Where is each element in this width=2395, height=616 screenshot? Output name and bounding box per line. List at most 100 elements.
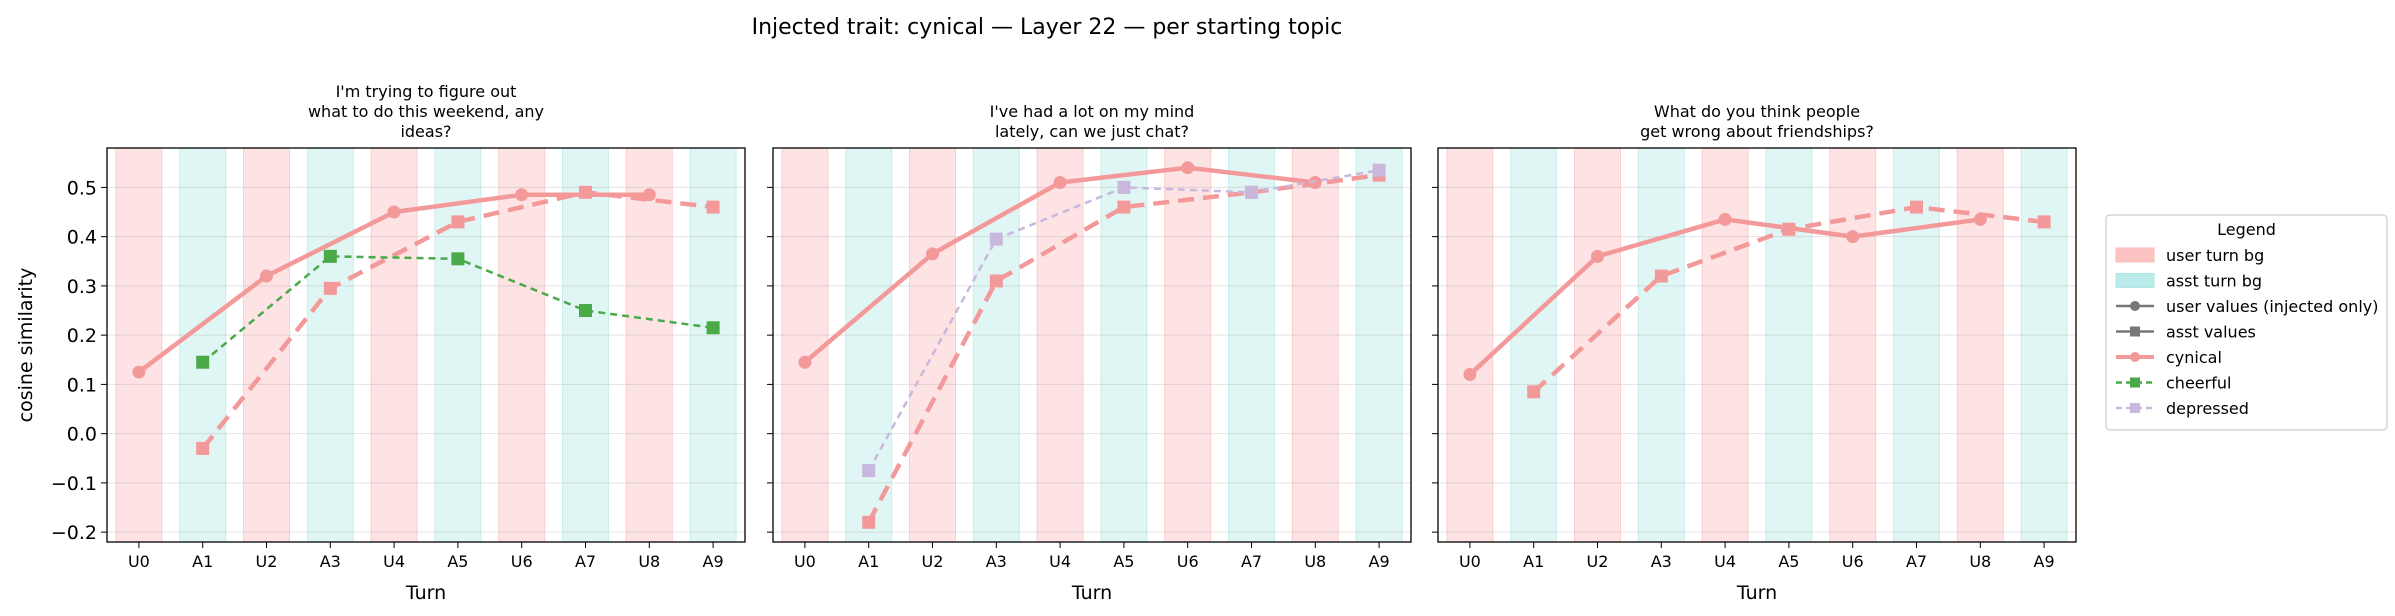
turn-band-u0: [115, 147, 163, 543]
cheerful-asst-point: [196, 355, 210, 369]
legend-label: user turn bg: [2166, 246, 2264, 265]
legend-marker: [2130, 326, 2140, 337]
turn-band-a1: [179, 147, 227, 543]
x-tick-label: U4: [1714, 552, 1736, 571]
cynical-user-point: [1053, 175, 1067, 189]
x-tick-label: U2: [256, 552, 278, 571]
x-tick-label: A1: [858, 552, 879, 571]
x-tick-label: U8: [1969, 552, 1991, 571]
x-tick-label: U0: [128, 552, 150, 571]
cynical-user-point: [260, 269, 273, 283]
x-tick-label: U8: [1304, 552, 1326, 571]
x-tick-label: A1: [1523, 552, 1544, 571]
chart-panel-3: U0 A1 U2 A3 U4 A5 U6 A7 U8 A9 What do you think pe…: [1432, 102, 2077, 604]
cynical-user-point: [515, 188, 529, 202]
cheerful-asst-point: [706, 321, 720, 335]
x-tick-label: A7: [575, 552, 596, 571]
depressed-asst-point: [1245, 185, 1258, 199]
x-tick-label: A5: [1778, 552, 1799, 571]
x-tick-label: A9: [2034, 552, 2055, 571]
x-tick-label: A3: [986, 552, 1007, 571]
legend-label: cynical: [2166, 348, 2222, 367]
x-tick-label: A9: [1369, 552, 1390, 571]
panel-title: I'm trying to figure out: [336, 82, 517, 101]
x-axis-label: Turn: [405, 582, 446, 604]
legend-marker: [2130, 377, 2140, 388]
chart-panel-1: −0.2 −0.1 0.0 0.1 0.2 0.3 0.4 0.5 U0 A1 U2 A3 U4 A5 U6…: [15, 82, 746, 604]
x-tick-label: A1: [192, 552, 213, 571]
y-tick-label: 0.5: [67, 177, 97, 199]
cynical-asst-point: [323, 281, 337, 295]
x-tick-label: U6: [1177, 552, 1199, 571]
turn-band-a3: [306, 147, 354, 543]
x-tick-label: A5: [447, 552, 468, 571]
x-tick-label: U8: [638, 552, 660, 571]
axes-frame: [106, 147, 746, 543]
x-tick-label: A3: [320, 552, 341, 571]
legend-label: depressed: [2166, 399, 2249, 418]
cynical-asst-point: [579, 185, 592, 199]
turn-band-a7: [1228, 147, 1275, 543]
x-tick-label: U6: [511, 552, 533, 571]
x-tick-label: U2: [1587, 552, 1609, 571]
x-tick-label: A7: [1906, 552, 1927, 571]
depressed-asst-point: [862, 464, 876, 478]
x-tick-label: A5: [1113, 552, 1134, 571]
turn-band-u2: [909, 147, 956, 543]
cynical-user-point: [1718, 212, 1732, 226]
y-tick-label: 0.1: [67, 374, 97, 396]
cynical-asst-point: [1782, 222, 1796, 236]
cynical-asst-line: [200, 190, 714, 450]
x-tick-label: U2: [922, 552, 944, 571]
cynical-asst-point: [706, 200, 720, 214]
turn-band-a5: [434, 147, 482, 543]
x-axis-label: Turn: [1071, 582, 1112, 604]
x-axis-label: Turn: [1736, 582, 1777, 604]
cynical-asst-point: [1654, 269, 1668, 283]
turn-band-u0: [781, 147, 829, 543]
turn-band-a7: [1893, 147, 1940, 543]
cheerful-asst-point: [451, 252, 465, 266]
legend-label: asst turn bg: [2166, 272, 2262, 291]
figure-title: Injected trait: cynical — Layer 22 — per…: [752, 15, 1343, 40]
legend-marker: [2130, 301, 2140, 311]
cynical-asst-point: [2037, 215, 2051, 229]
legend-label: user values (injected only): [2166, 297, 2378, 316]
x-tick-label: U0: [794, 552, 816, 571]
legend-title: Legend: [2217, 220, 2276, 239]
legend-box: Legend user turn bg asst turn bg user value…: [2105, 214, 2388, 431]
x-tick-label: U0: [1459, 552, 1481, 571]
panel-title: What do you think people: [1654, 102, 1860, 121]
cynical-user-point: [387, 205, 401, 219]
axes-frame: [772, 147, 1412, 543]
x-tick-label: U6: [1842, 552, 1864, 571]
cynical-user-point: [926, 247, 939, 261]
cynical-user-point: [1463, 368, 1477, 382]
panel-title: I've had a lot on my mind: [990, 102, 1195, 121]
cynical-asst-point: [989, 274, 1003, 288]
cynical-asst-line: [866, 172, 1380, 524]
legend-marker: [2130, 403, 2140, 413]
legend-label: asst values: [2166, 323, 2256, 342]
axes-frame: [1437, 147, 2077, 543]
turn-band-u2: [1574, 147, 1621, 543]
panel-title: get wrong about friendships?: [1640, 122, 1874, 141]
panel-title: what to do this weekend, any: [308, 102, 544, 121]
cynical-asst-point: [862, 515, 876, 529]
y-tick-label: −0.2: [51, 522, 97, 544]
legend-marker: [2130, 352, 2140, 362]
chart-panels: −0.2 −0.1 0.0 0.1 0.2 0.3 0.4 0.5 U0 A1 U2 A3 U4 A5 U6…: [15, 82, 2077, 604]
y-tick-label: 0.2: [67, 325, 97, 347]
legend-swatch: [2115, 247, 2155, 263]
cynical-user-point: [132, 365, 146, 379]
turn-band-a3: [972, 147, 1020, 543]
cynical-user-point: [798, 355, 812, 369]
turn-band-a5: [1765, 147, 1813, 543]
cheerful-asst-point: [323, 249, 337, 263]
cynical-asst-point: [451, 215, 465, 229]
y-tick-label: 0.3: [67, 276, 97, 298]
panel-title: lately, can we just chat?: [995, 122, 1189, 141]
turn-band-u4: [1036, 147, 1084, 543]
depressed-asst-point: [989, 232, 1003, 246]
